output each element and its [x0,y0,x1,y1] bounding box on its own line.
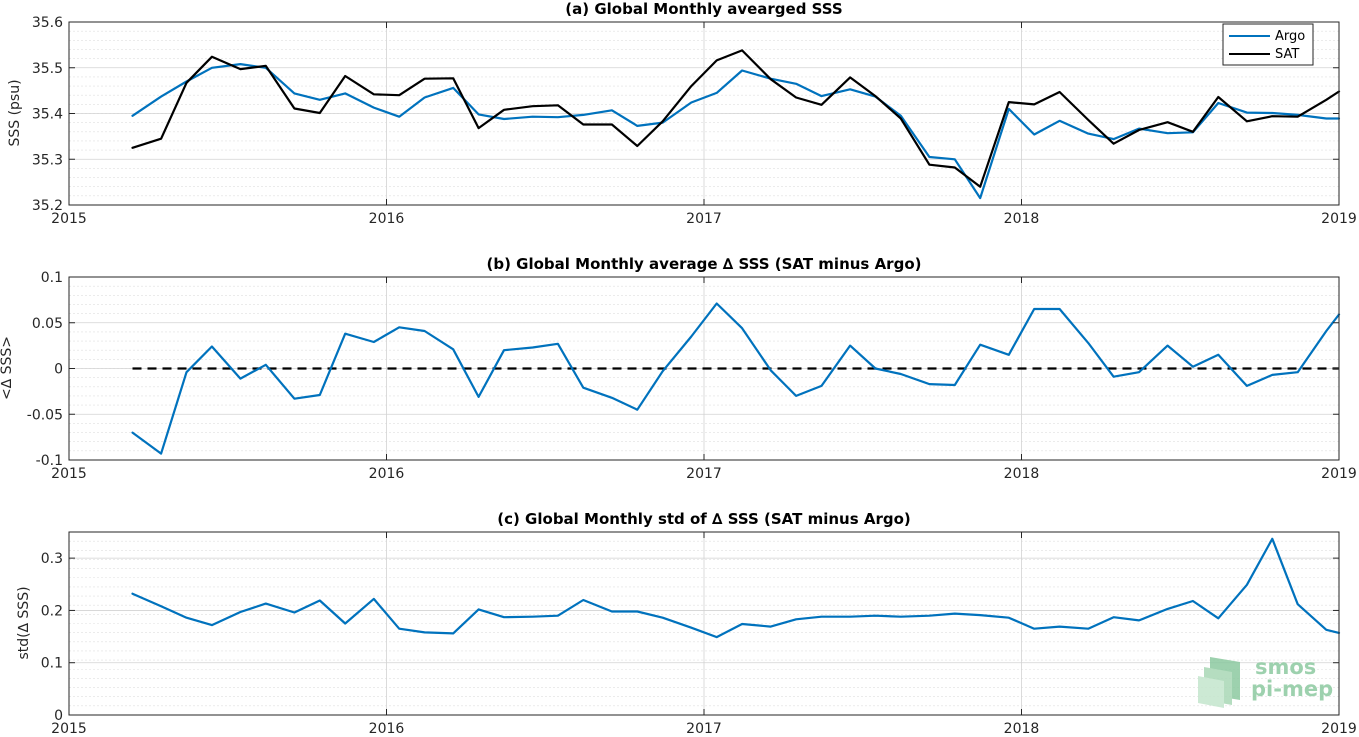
panel-b-x-tick-label: 2017 [686,466,722,482]
panel-a-y-tick-label: 35.6 [32,15,63,31]
panel-b-x-tick-label: 2015 [51,466,87,482]
panel-b-ylabel: <∆ SSS> [0,336,15,400]
panel-c-x-tick-label: 2016 [369,721,405,737]
legend-argo-label: Argo [1275,29,1305,44]
legend-sat-label: SAT [1275,47,1299,62]
panel-c-x-tick-label: 2018 [1004,721,1040,737]
panel-a-series [131,49,1341,200]
panel-c-series [131,537,1341,639]
panel-a-x-tick-label: 2019 [1321,211,1357,227]
panel-b-y-tick-label: -0.1 [36,453,63,469]
panel-a-y-tick-label: 35.3 [32,152,63,168]
panel-b-x-tick-label: 2018 [1004,466,1040,482]
panel-b-y-tick-label: 0.1 [41,270,63,286]
panel-a-x-tick-label: 2017 [686,211,722,227]
panel-c-delta-series-line [131,537,1341,639]
panel-a-y-tick-label: 35.2 [32,198,63,214]
panel-c-x-tick-label: 2017 [686,721,722,737]
panel-c-title: (c) Global Monthly std of ∆ SSS (SAT min… [497,510,911,528]
panel-c-x-tick-label: 2019 [1321,721,1357,737]
panel-c-ylabel: std(∆ SSS) [16,586,32,659]
logo-text-pi-mep: pi-mep [1251,677,1333,701]
legend: Argo SAT [1222,23,1314,66]
panel-b-x-tick-label: 2019 [1321,466,1357,482]
panel-a-sat-series-line [131,49,1341,188]
panel-a-x-tick-label: 2018 [1004,211,1040,227]
panel-b-ticks: 2015 2016 2017 2018 2019 -0.1 -0.05 0 0.05 0.1 [27,270,1357,482]
panel-b-y-tick-label: -0.05 [27,407,63,423]
logo-mark-icon [1198,657,1240,708]
panel-b-delta-series-line [131,302,1341,455]
panel-b-series [131,302,1341,455]
panel-a-y-tick-label: 35.5 [32,61,63,77]
smos-pi-mep-logo: smos pi-mep [1198,655,1333,708]
panel-c-y-tick-label: 0.3 [41,551,63,567]
panel-a-y-tick-label: 35.4 [32,107,63,123]
legend-box [1222,23,1314,66]
panel-a-title: (a) Global Monthly avearged SSS [565,0,842,18]
panel-a-argo-series-line [131,62,1341,200]
panel-a-x-tick-label: 2016 [369,211,405,227]
panel-b-y-tick-label: 0 [54,362,63,378]
panel-c-ticks: 2015 2016 2017 2018 2019 0 0.1 0.2 0.3 [41,532,1357,737]
panel-a-x-tick-label: 2015 [51,211,87,227]
panel-b-title: (b) Global Monthly average ∆ SSS (SAT mi… [487,255,922,273]
panel-c-y-tick-label: 0 [54,708,63,724]
panel-b: 2015 2016 2017 2018 2019 -0.1 -0.05 0 0.05 0.1 (b… [0,255,1357,482]
panel-b-y-tick-label: 0.05 [32,316,63,332]
panel-b-x-tick-label: 2016 [369,466,405,482]
panel-c-y-tick-label: 0.1 [41,656,63,672]
panel-a: 2015 2016 2017 2018 2019 35.2 35.3 35.4 35.5 35.6… [7,0,1357,227]
panel-c-x-tick-label: 2015 [51,721,87,737]
panel-c: 2015 2016 2017 2018 2019 0 0.1 0.2 0.3 (c) Globa… [16,510,1357,737]
panel-a-ylabel: SSS (psu) [7,79,23,146]
logo-text-smos: smos [1255,655,1316,679]
panel-a-ticks: 2015 2016 2017 2018 2019 35.2 35.3 35.4 35.5 35.6 [32,15,1357,227]
panel-c-y-tick-label: 0.2 [41,603,63,619]
